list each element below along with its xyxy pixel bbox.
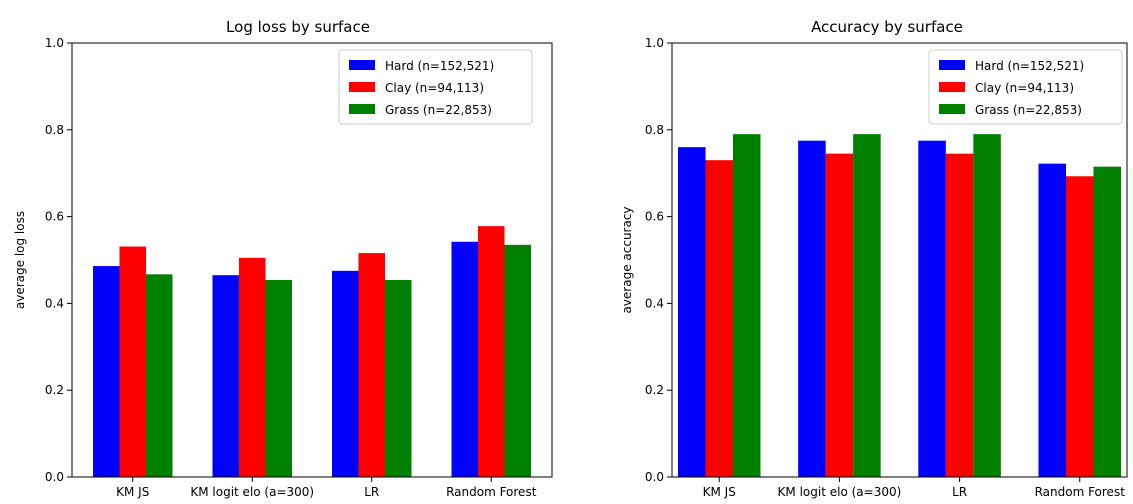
y-axis-ticks: 0.0 0.2 0.4 0.6 0.8 1.0 [645, 36, 672, 484]
legend-label: Grass (n=22,853) [975, 103, 1082, 117]
bar-hard [93, 266, 120, 477]
legend-swatch [349, 60, 375, 70]
plot-frame [671, 42, 1128, 478]
chart-title: Log loss by surface [226, 18, 370, 36]
y-tick-label: 0.2 [645, 383, 664, 397]
bar-clay [705, 160, 733, 477]
y-tick-label: 1.0 [45, 36, 64, 50]
log-loss-chart: Log loss by surface average log loss 0.0… [13, 18, 553, 499]
legend-swatch [349, 82, 375, 92]
bar-grass [733, 134, 761, 477]
bar-grass [265, 279, 292, 477]
bar-hard [212, 275, 239, 477]
bar-clay [478, 226, 505, 477]
bar-hard [678, 147, 706, 477]
y-tick-label: 0.4 [45, 296, 64, 310]
bar-clay [1066, 176, 1094, 477]
x-tick-label: KM logit elo (a=300) [778, 485, 902, 499]
legend-label: Clay (n=94,113) [385, 81, 484, 95]
plot-frame [71, 42, 553, 478]
bar-hard [798, 140, 826, 477]
bar-clay [945, 153, 974, 478]
bar-grass [504, 244, 531, 477]
y-tick-label: 1.0 [645, 36, 664, 50]
bar-grass [1093, 166, 1121, 477]
bar-clay [239, 257, 266, 477]
bar-hard [451, 241, 478, 477]
bar-hard [332, 270, 359, 477]
chart-title: Accuracy by surface [811, 18, 963, 36]
legend-swatch [349, 104, 375, 114]
y-tick-label: 0.8 [45, 123, 64, 137]
x-axis-ticks: KM JS KM logit elo (a=300) LR Random Forest [116, 477, 537, 499]
y-tick-label: 0.4 [645, 296, 664, 310]
x-tick-label: Random Forest [1035, 485, 1126, 499]
bar-grass [853, 134, 881, 477]
bar-hard [1038, 163, 1066, 478]
accuracy-chart: Accuracy by surface average accuracy 0.0… [620, 18, 1128, 499]
bar-grass [146, 274, 173, 477]
bar-clay [825, 153, 854, 478]
y-tick-label: 0.0 [645, 470, 664, 484]
legend-swatch [939, 104, 965, 114]
x-tick-label: LR [952, 485, 967, 499]
x-tick-label: LR [364, 485, 379, 499]
y-axis-ticks: 0.0 0.2 0.4 0.6 0.8 1.0 [45, 36, 72, 484]
bar-group [93, 226, 531, 477]
bar-clay [119, 246, 146, 477]
bar-hard [918, 140, 946, 477]
legend-label: Grass (n=22,853) [385, 103, 492, 117]
bar-grass [385, 279, 412, 477]
legend-frame [338, 49, 533, 125]
legend-swatch [939, 60, 965, 70]
x-tick-label: KM JS [116, 485, 149, 499]
bar-clay [358, 253, 385, 477]
y-tick-label: 0.6 [645, 210, 664, 224]
y-tick-label: 0.6 [45, 210, 64, 224]
bar-group [678, 134, 1121, 478]
y-tick-label: 0.8 [645, 123, 664, 137]
legend-label: Hard (n=152,521) [385, 59, 494, 73]
bar-grass [973, 134, 1001, 477]
y-axis-label: average log loss [13, 211, 27, 309]
legend-swatch [939, 82, 965, 92]
y-tick-label: 0.0 [45, 470, 64, 484]
legend-label: Hard (n=152,521) [975, 59, 1084, 73]
y-tick-label: 0.2 [45, 383, 64, 397]
x-tick-label: KM JS [703, 485, 736, 499]
legend-frame [928, 49, 1123, 125]
legend: Hard (n=152,521) Clay (n=94,113) Grass (n=… [928, 49, 1123, 125]
x-tick-label: KM logit elo (a=300) [190, 485, 314, 499]
legend-label: Clay (n=94,113) [975, 81, 1074, 95]
x-axis-ticks: KM JS KM logit elo (a=300) LR Random Forest [703, 477, 1126, 499]
x-tick-label: Random Forest [446, 485, 537, 499]
legend: Hard (n=152,521) Clay (n=94,113) Grass (n=… [338, 49, 533, 125]
y-axis-label: average accuracy [620, 206, 634, 313]
